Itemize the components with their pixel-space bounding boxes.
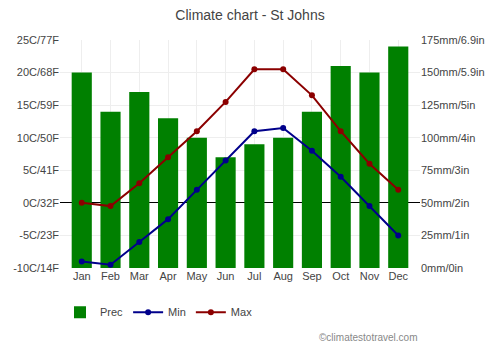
svg-text:-10C/14F: -10C/14F [13, 262, 59, 274]
svg-text:Max: Max [231, 306, 252, 318]
svg-text:0mm/0in: 0mm/0in [421, 262, 463, 274]
svg-text:50mm/2in: 50mm/2in [421, 197, 469, 209]
svg-text:75mm/3in: 75mm/3in [421, 164, 469, 176]
svg-text:100mm/4in: 100mm/4in [421, 132, 475, 144]
svg-text:©climatestotravel.com: ©climatestotravel.com [319, 332, 418, 343]
svg-text:10C/50F: 10C/50F [17, 132, 59, 144]
svg-text:5C/41F: 5C/41F [23, 164, 59, 176]
svg-text:15C/59F: 15C/59F [17, 99, 59, 111]
svg-text:Aug: Aug [273, 270, 293, 282]
svg-text:Feb: Feb [101, 270, 120, 282]
svg-text:-5C/23F: -5C/23F [19, 229, 59, 241]
svg-text:Climate chart - St Johns: Climate chart - St Johns [175, 7, 324, 23]
svg-text:Oct: Oct [332, 270, 349, 282]
svg-text:175mm/6.9in: 175mm/6.9in [421, 34, 485, 46]
svg-text:Jun: Jun [217, 270, 235, 282]
svg-text:25mm/1in: 25mm/1in [421, 229, 469, 241]
svg-text:Min: Min [168, 306, 186, 318]
svg-text:Sep: Sep [302, 270, 322, 282]
svg-text:Nov: Nov [360, 270, 380, 282]
svg-text:Apr: Apr [160, 270, 177, 282]
svg-text:Dec: Dec [388, 270, 408, 282]
svg-text:25C/77F: 25C/77F [17, 34, 59, 46]
svg-text:Mar: Mar [130, 270, 149, 282]
svg-text:May: May [186, 270, 207, 282]
svg-text:0C/32F: 0C/32F [23, 197, 59, 209]
svg-text:20C/68F: 20C/68F [17, 66, 59, 78]
svg-text:150mm/5.9in: 150mm/5.9in [421, 66, 485, 78]
svg-text:Jan: Jan [73, 270, 91, 282]
svg-text:Jul: Jul [247, 270, 261, 282]
svg-text:125mm/5in: 125mm/5in [421, 99, 475, 111]
svg-text:Prec: Prec [100, 306, 123, 318]
